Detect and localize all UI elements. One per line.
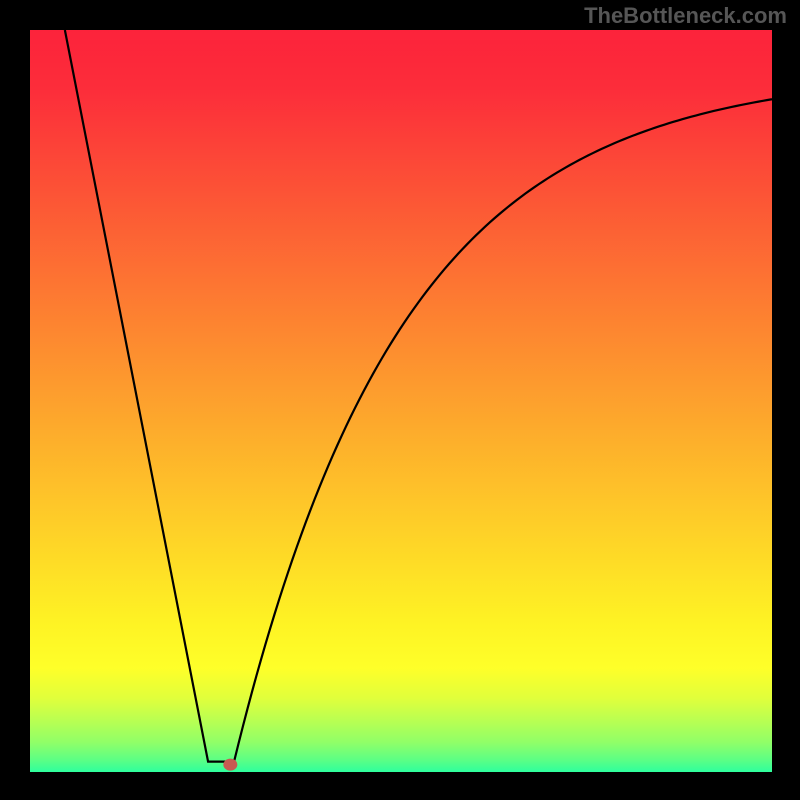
bottleneck-curve bbox=[65, 30, 772, 762]
curve-layer bbox=[30, 30, 772, 772]
chart-container: TheBottleneck.com bbox=[0, 0, 800, 800]
plot-area bbox=[30, 30, 772, 772]
optimal-point-marker bbox=[223, 759, 237, 771]
watermark: TheBottleneck.com bbox=[584, 3, 787, 29]
